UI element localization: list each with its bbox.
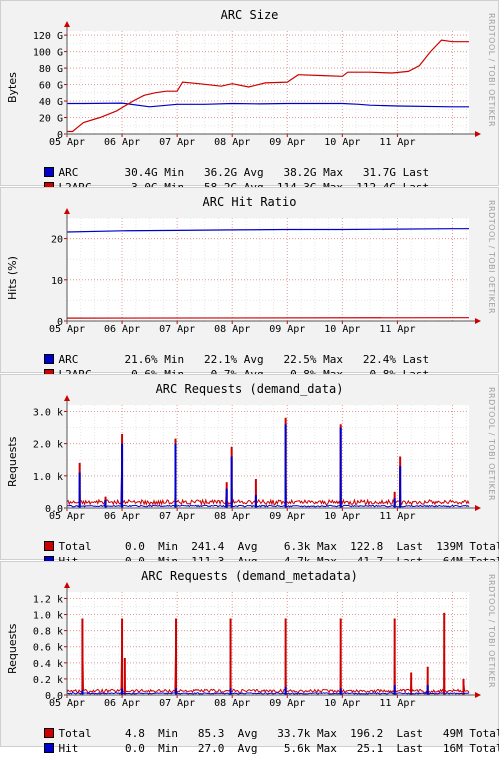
plot-area [67,218,469,321]
x-tick-label: 06 Apr [104,698,140,709]
x-tick-label: 09 Apr [269,324,305,335]
x-tick-label: 10 Apr [324,698,360,709]
x-tick-label: 11 Apr [379,511,415,522]
y-tick-label: 20 G [39,114,63,125]
y-tick-label: 100 G [33,48,63,59]
x-tick-label: 08 Apr [214,137,250,148]
y-tick-label: 0.2 k [33,675,63,686]
x-tick-label: 07 Apr [159,324,195,335]
y-tick-label: 2.0 k [33,440,63,451]
hit-color-swatch [44,743,54,753]
plot-area [67,592,469,695]
x-tick-label: 10 Apr [324,511,360,522]
x-tick-label: 05 Apr [49,698,85,709]
x-tick-label: 07 Apr [159,137,195,148]
x-tick-label: 05 Apr [49,511,85,522]
y-tick-label: 10 [51,276,63,287]
x-tick-label: 05 Apr [49,137,85,148]
y-tick-label: 60 G [39,81,63,92]
legend-row-hit: Hit 0.0 Min 27.0 Avg 5.6k Max 25.1 Last … [17,729,499,768]
y-axis-arrow [64,582,70,588]
x-tick-label: 10 Apr [324,324,360,335]
x-axis-arrow [475,505,481,511]
arc-hit-ratio-panel: ARC Hit Ratio RRDTOOL / TOBI OETIKER Hit… [0,187,499,373]
y-tick-label: 3.0 k [33,407,63,418]
x-tick-label: 09 Apr [269,511,305,522]
legend-stats: 0.0 Min 27.0 Avg 5.6k Max 25.1 Last 16M … [99,742,499,755]
y-tick-label: 0.4 k [33,659,63,670]
x-tick-label: 08 Apr [214,698,250,709]
demand-metadata-panel: ARC Requests (demand_metadata) RRDTOOL /… [0,561,499,747]
y-tick-label: 80 G [39,64,63,75]
y-tick-label: 0.6 k [33,643,63,654]
x-tick-label: 08 Apr [214,324,250,335]
x-tick-label: 11 Apr [379,324,415,335]
x-tick-label: 06 Apr [104,511,140,522]
y-tick-label: 1.2 k [33,594,63,605]
y-tick-label: 40 G [39,97,63,108]
x-tick-label: 11 Apr [379,137,415,148]
x-tick-label: 06 Apr [104,324,140,335]
y-tick-label: 120 G [33,31,63,42]
x-tick-label: 09 Apr [269,137,305,148]
demand-data-panel: ARC Requests (demand_data) RRDTOOL / TOB… [0,374,499,560]
plot-area [67,405,469,508]
legend-name: Hit [59,742,99,755]
y-axis-arrow [64,208,70,214]
y-axis-arrow [64,21,70,27]
y-axis-arrow [64,395,70,401]
y-tick-label: 20 [51,235,63,246]
x-tick-label: 07 Apr [159,698,195,709]
x-tick-label: 05 Apr [49,324,85,335]
y-tick-label: 1.0 k [33,472,63,483]
x-axis-arrow [475,318,481,324]
x-tick-label: 10 Apr [324,137,360,148]
x-axis-arrow [475,131,481,137]
y-tick-label: 0.8 k [33,627,63,638]
x-tick-label: 09 Apr [269,698,305,709]
x-tick-label: 07 Apr [159,511,195,522]
y-tick-label: 1.0 k [33,611,63,622]
x-tick-label: 06 Apr [104,137,140,148]
x-axis-arrow [475,692,481,698]
x-tick-label: 08 Apr [214,511,250,522]
x-tick-label: 11 Apr [379,698,415,709]
